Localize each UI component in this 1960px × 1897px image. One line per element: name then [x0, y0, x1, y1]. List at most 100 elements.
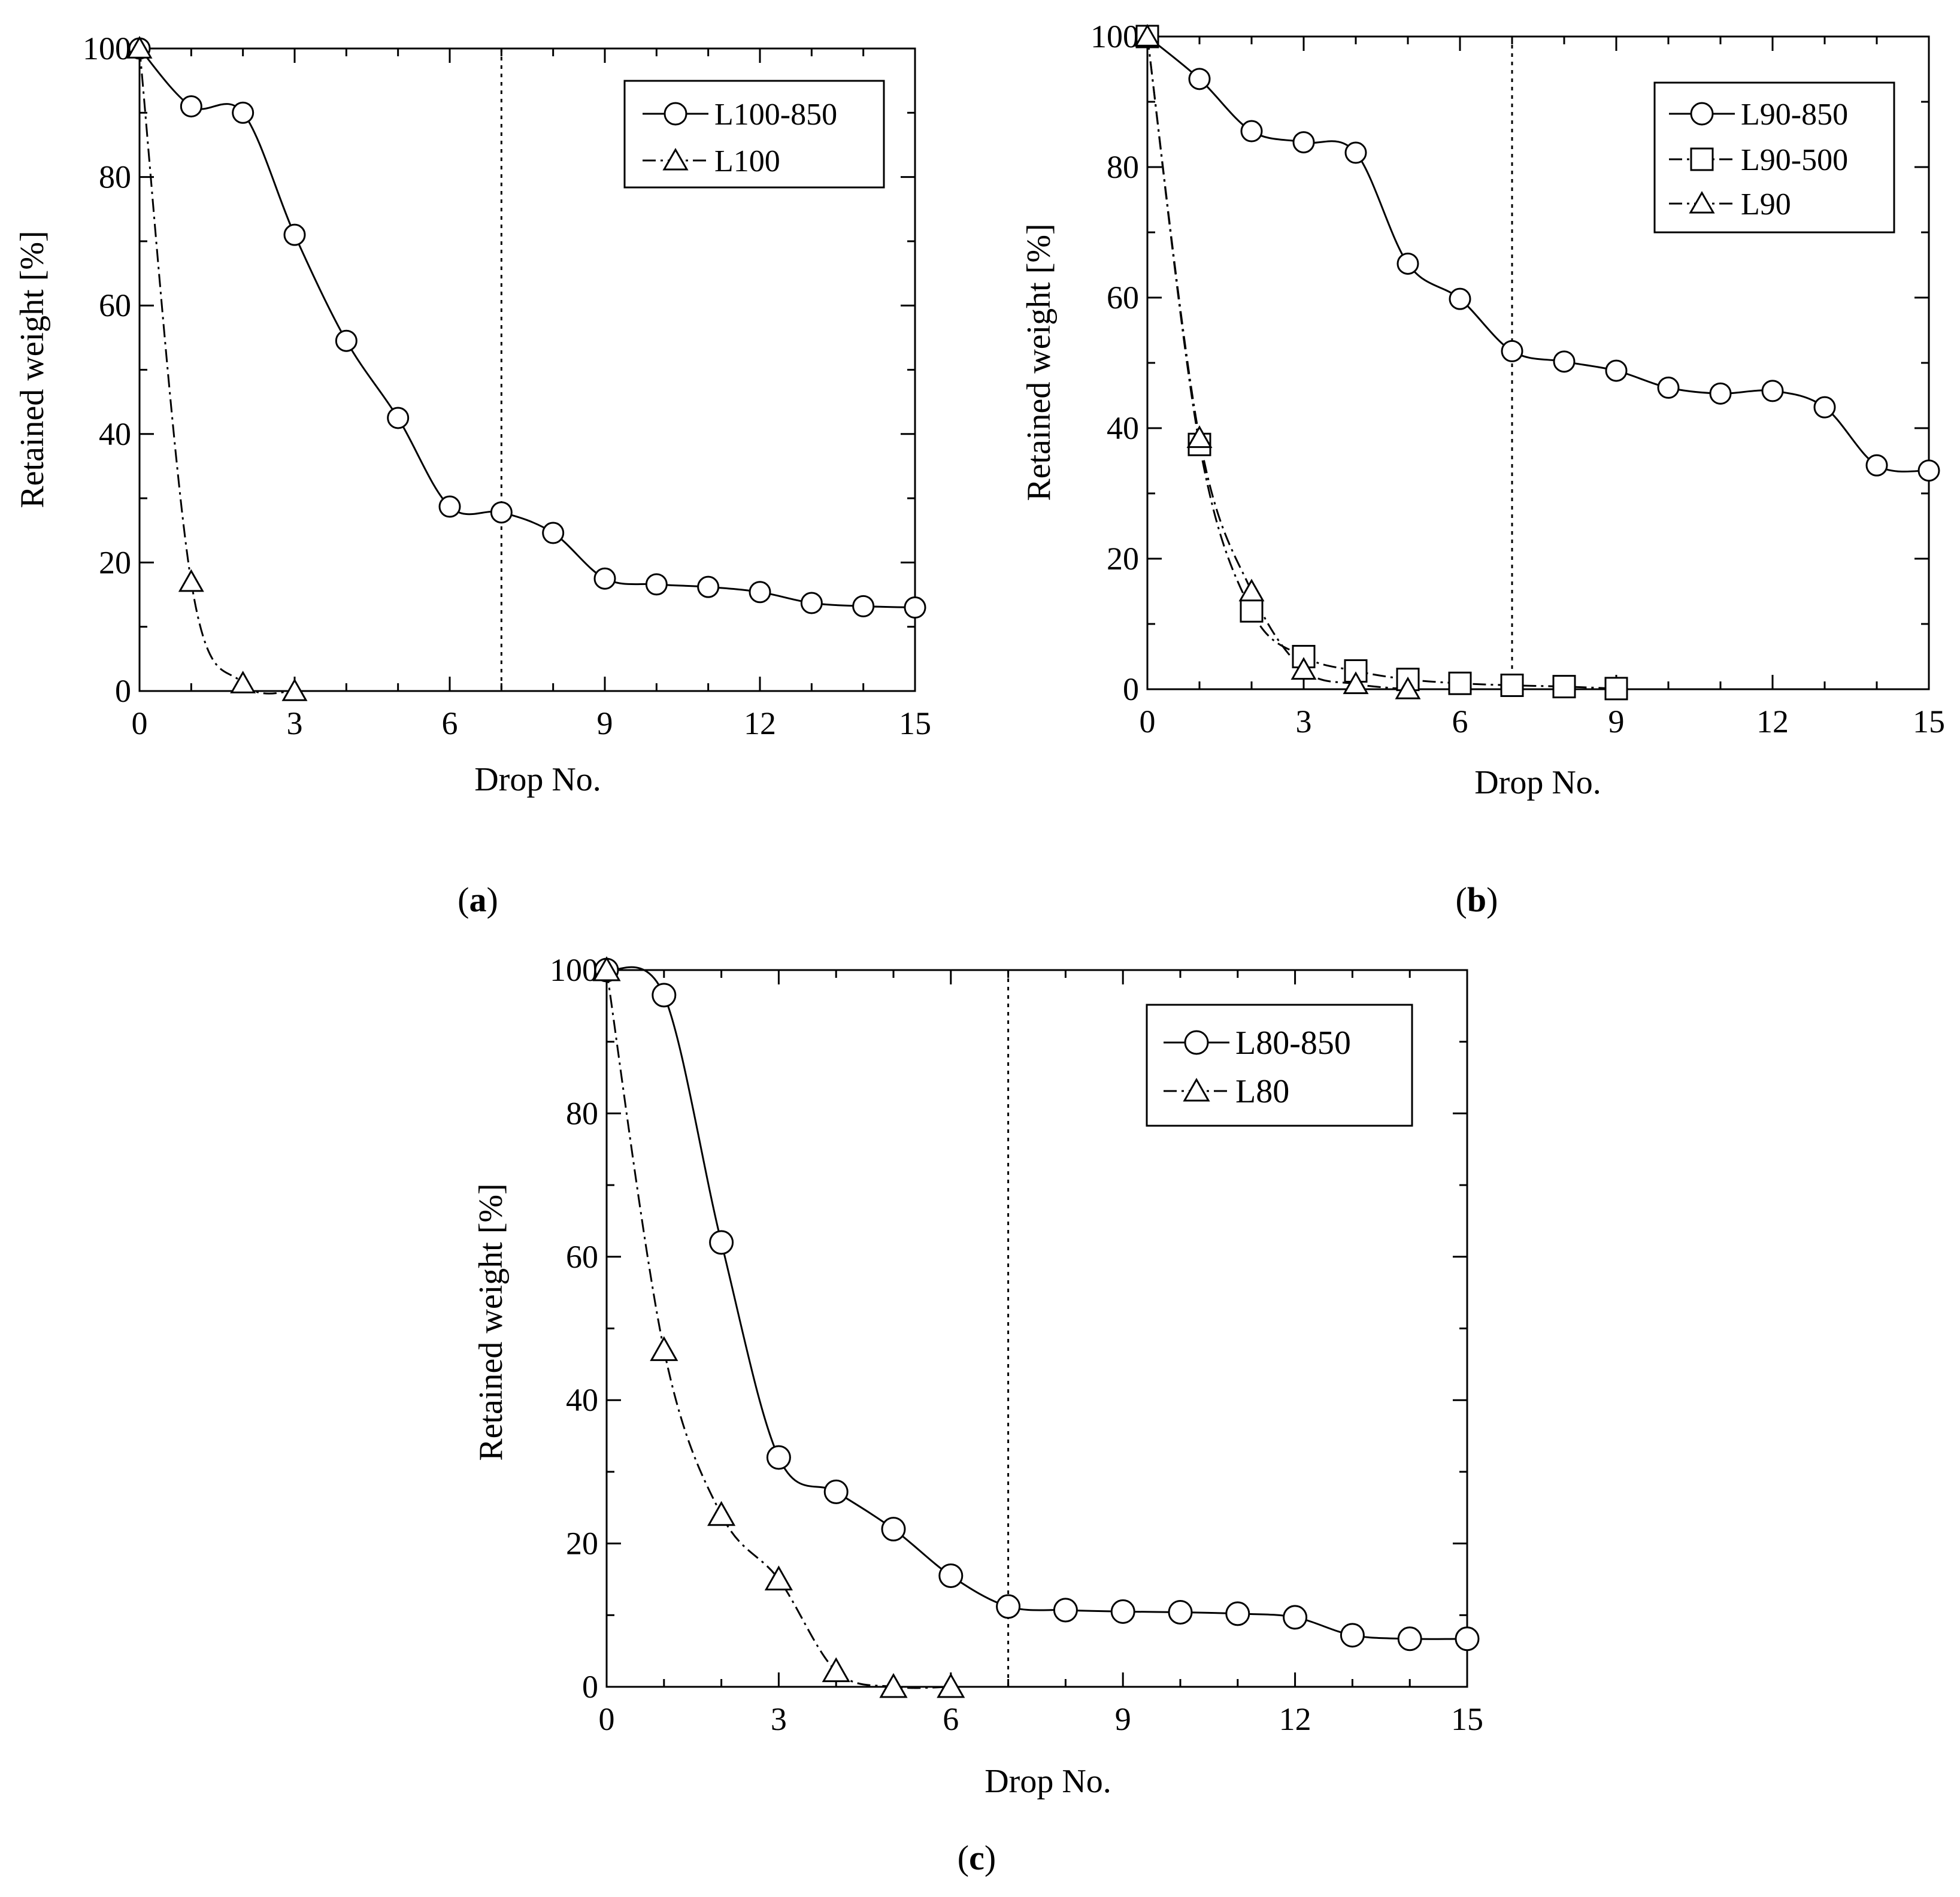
data-point-l90-500 [1448, 671, 1472, 695]
data-point-l90-500 [1500, 673, 1524, 697]
data-point-l80-850 [1455, 1626, 1480, 1651]
data-point-l80-850 [652, 983, 677, 1008]
data-point-l90-850 [1501, 340, 1523, 362]
y-tick-label: 0 [1123, 671, 1139, 707]
data-point-l100-850 [904, 596, 926, 619]
data-point-l90 [1134, 23, 1161, 47]
chart-panel-c: 0 3 6 9 12 15 0 20 40 60 80 100 Drop No. Retained w… [472, 952, 1483, 1877]
data-point-l90 [1290, 657, 1317, 680]
y-tick-label: 60 [1107, 280, 1139, 316]
x-tick-label: 9 [1608, 704, 1625, 740]
x-axis-title: Drop No. [474, 761, 601, 798]
chart-panel-b: 0 3 6 9 12 15 0 20 40 60 80 100 Drop No. Retained w… [1020, 19, 1945, 919]
data-point-l90-850 [1865, 454, 1888, 477]
data-point-l90-850 [1188, 68, 1211, 90]
x-tick-label: 3 [771, 1701, 787, 1737]
data-point-l90-850 [1605, 359, 1628, 382]
data-point-l90 [1186, 425, 1213, 449]
x-tick-label: 0 [132, 705, 148, 741]
legend-triangle-marker [1689, 190, 1715, 214]
legend-box [1146, 1004, 1413, 1127]
data-point-l80 [592, 956, 621, 981]
x-tick-label: 0 [599, 1701, 615, 1737]
y-tick-label: 100 [550, 952, 598, 988]
data-point-l90-850 [1657, 376, 1680, 399]
data-point-l90 [1395, 676, 1421, 699]
legend: L90-850 L90-500 L90 [1653, 81, 1895, 234]
data-point-l80-850 [766, 1445, 791, 1470]
x-tick-label: 12 [1756, 704, 1789, 740]
x-tick-label: 9 [597, 705, 613, 741]
x-tick-label: 15 [1451, 1701, 1483, 1737]
data-point-l90-500 [1552, 675, 1576, 699]
data-point-l80-850 [1168, 1600, 1193, 1625]
legend-triangle-marker [662, 147, 689, 171]
data-point-l90-850 [1813, 396, 1836, 419]
legend-square-marker [1690, 147, 1714, 171]
legend-label-l100: L100 [714, 144, 780, 178]
y-tick-label: 80 [99, 159, 131, 195]
data-point-l80-850 [881, 1517, 906, 1542]
data-point-l100-850 [180, 95, 202, 118]
data-point-l90-500 [1240, 599, 1264, 623]
y-axis-title: Retained weight [%] [472, 1183, 510, 1460]
y-tick-label: 100 [83, 31, 131, 66]
data-point-l90 [1238, 578, 1265, 602]
x-tick-label: 3 [287, 705, 303, 741]
y-tick-label: 40 [1107, 410, 1139, 446]
legend: L100-850 L100 [623, 80, 885, 189]
data-point-l80 [764, 1565, 793, 1590]
data-point-l80-850 [709, 1230, 734, 1255]
data-point-l100-850 [232, 101, 255, 124]
x-tick-label: 0 [1140, 704, 1156, 740]
data-point-l90 [1343, 671, 1369, 695]
data-point-l100-850 [387, 407, 410, 429]
y-axis-title: Retained weight [%] [14, 231, 51, 508]
data-point-l80 [650, 1336, 678, 1361]
x-tick-label: 6 [943, 1701, 959, 1737]
legend-circle-marker [664, 102, 687, 126]
data-point-l100 [230, 671, 256, 693]
y-tick-label: 40 [99, 416, 131, 452]
legend-label-l80-850: L80-850 [1235, 1025, 1351, 1062]
x-tick-label: 12 [1279, 1701, 1311, 1737]
caption-c: (c) [958, 1838, 996, 1877]
data-point-l80 [937, 1672, 965, 1698]
data-point-l80-850 [938, 1563, 964, 1588]
data-point-l100-850 [697, 575, 720, 598]
data-point-l100-850 [749, 581, 771, 604]
data-point-l100-850 [593, 567, 616, 590]
data-point-l90-850 [1292, 131, 1315, 154]
y-tick-label: 0 [115, 673, 131, 709]
legend: L80-850 L80 [1146, 1004, 1413, 1127]
data-point-l90-850 [1449, 287, 1471, 310]
data-point-l80-850 [1110, 1599, 1135, 1624]
data-point-l80-850 [1283, 1605, 1308, 1630]
legend-label-l100-850: L100-850 [714, 98, 837, 132]
y-tick-label: 60 [99, 287, 131, 323]
data-point-l80-850 [1225, 1601, 1250, 1626]
legend-label-l90: L90 [1741, 187, 1791, 222]
data-point-l80-850 [1397, 1626, 1422, 1651]
x-axis-title: Drop No. [1474, 764, 1601, 801]
data-point-l100-850 [645, 573, 668, 596]
legend-circle-marker [1184, 1030, 1209, 1055]
data-point-l100-850 [800, 592, 823, 614]
data-point-l80-850 [1340, 1623, 1365, 1648]
data-point-l80-850 [996, 1594, 1021, 1619]
data-point-l90-500 [1604, 677, 1628, 701]
x-tick-label: 6 [1452, 704, 1468, 740]
data-point-l100-850 [335, 329, 358, 352]
y-tick-label: 20 [99, 544, 131, 580]
y-tick-label: 80 [1107, 149, 1139, 185]
data-point-l100-850 [490, 501, 513, 524]
series-line-l80 [605, 969, 951, 1689]
y-tick-label: 100 [1090, 19, 1139, 54]
y-tick-label: 0 [582, 1669, 598, 1705]
x-tick-label: 3 [1296, 704, 1312, 740]
x-tick-label: 12 [744, 705, 776, 741]
legend-triangle-marker [1183, 1077, 1210, 1102]
legend-label-l90-500: L90-500 [1741, 143, 1848, 177]
y-tick-label: 60 [566, 1239, 598, 1275]
legend-circle-marker [1690, 102, 1714, 126]
